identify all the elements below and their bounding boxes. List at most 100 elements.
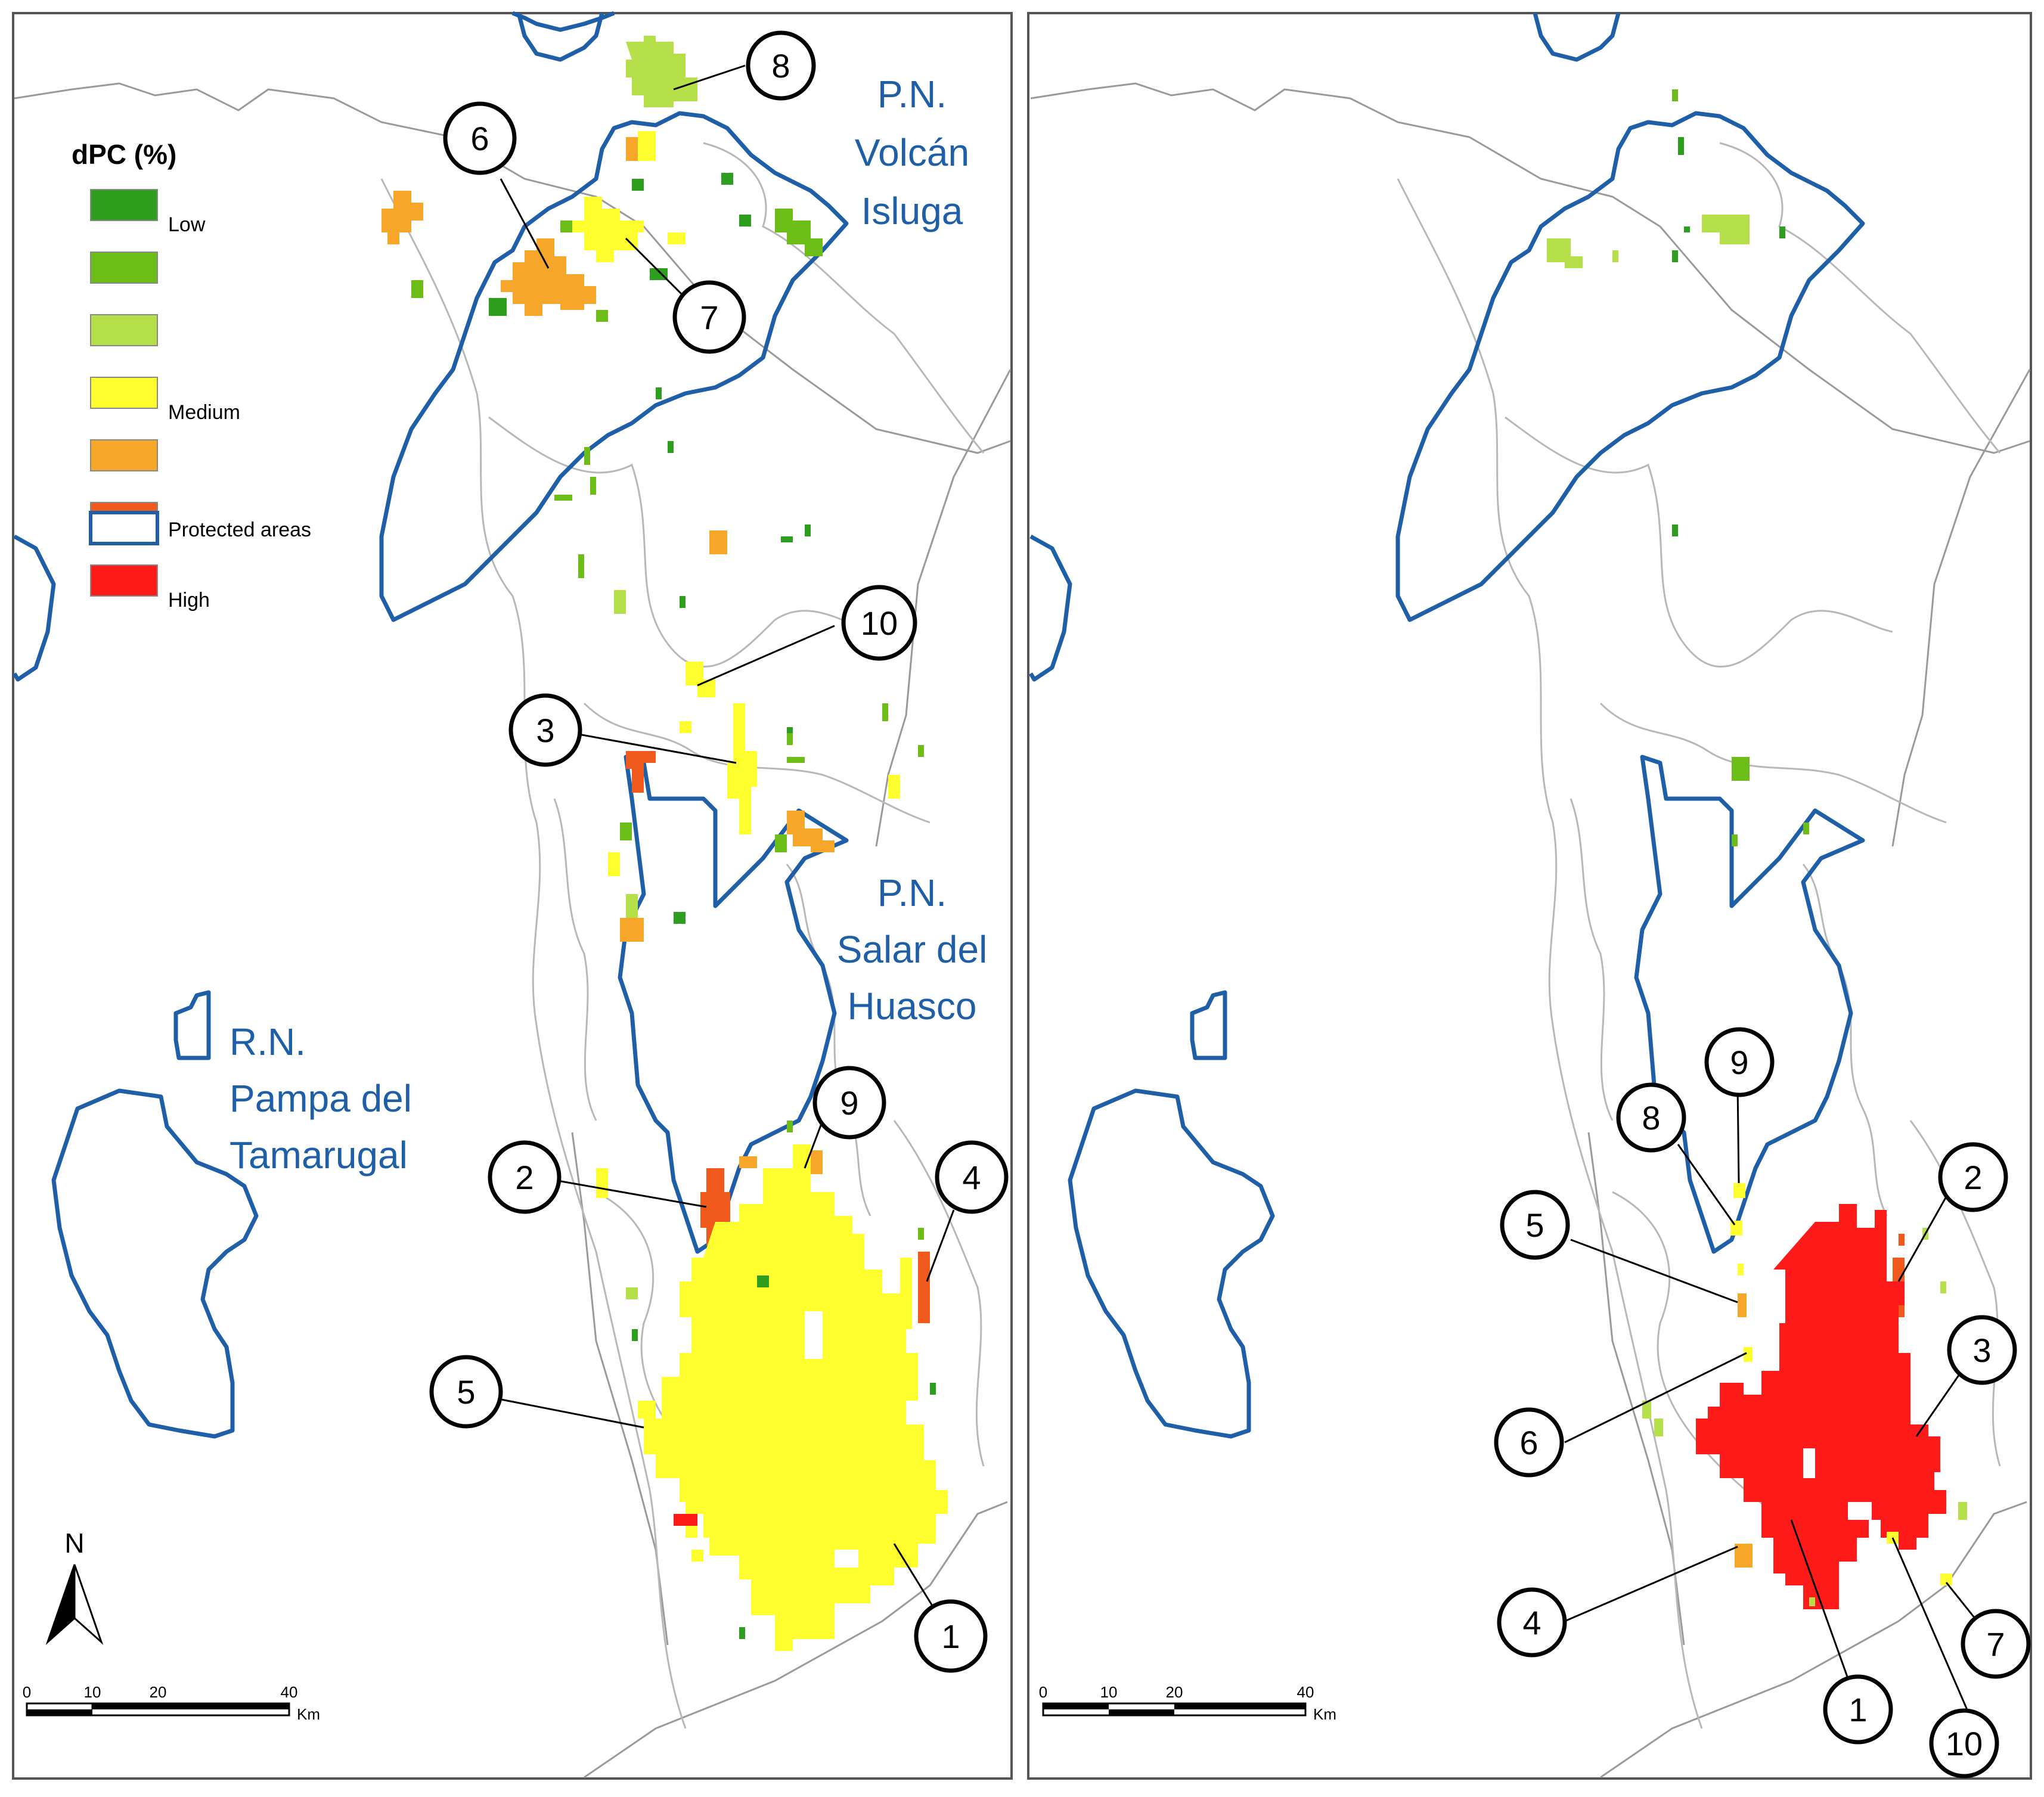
left-cell-mid-orange — [709, 530, 727, 554]
right-protected-area-west-edge — [1028, 534, 1072, 682]
right-map-panel: 9 8 5 6 4 — [1027, 12, 2032, 1780]
left-leader-3 — [572, 732, 737, 764]
left-cell-green-i — [787, 757, 805, 763]
left-callouts: 8 6 7 10 3 9 2 — [429, 30, 1009, 1673]
left-leader-8 — [673, 64, 746, 91]
right-cell-2b — [1899, 1234, 1905, 1246]
right-cell-isluga-e — [1612, 250, 1618, 262]
right-boundary-southeast — [1600, 1501, 2027, 1779]
scalebar-left-tick-10: 10 — [84, 1683, 101, 1701]
right-cell-6 — [1744, 1347, 1753, 1362]
left-cell-green-d — [560, 221, 572, 232]
left-callout-2: 2 — [488, 1140, 562, 1214]
left-callout-6: 6 — [443, 101, 517, 175]
right-cell-small-y1 — [1738, 1264, 1744, 1275]
left-cell-green-h — [596, 310, 608, 322]
left-boundary-north — [14, 82, 644, 228]
right-callout-4-label: 4 — [1522, 1604, 1541, 1641]
right-cell-isluga-h — [1672, 250, 1678, 262]
left-cell-green-v — [757, 1275, 769, 1287]
left-cell-yellow-g — [686, 1502, 703, 1514]
right-cell-green-e3 — [1958, 1502, 1967, 1520]
left-callout-6-label: 6 — [470, 120, 489, 157]
right-protected-area-isluga — [1395, 111, 1865, 622]
right-callout-8-label: 8 — [1642, 1099, 1660, 1137]
right-callout-5: 5 — [1500, 1190, 1570, 1260]
label-huasco-line1: P.N. — [877, 871, 947, 914]
label-tamarugal: R.N. Pampa del Tamarugal — [229, 1020, 412, 1177]
left-cell-huasco-orange — [787, 811, 835, 852]
right-cell-green-w2 — [1654, 1419, 1663, 1436]
left-dpc-cells — [381, 36, 948, 1651]
left-callout-10-label: 10 — [861, 604, 898, 642]
right-cell-isluga-i — [1684, 226, 1690, 232]
left-cell-green-b — [650, 268, 668, 280]
legend-swatch-label-7: High — [168, 589, 210, 612]
right-cell-isluga-a — [1702, 215, 1750, 232]
legend-title: dPC (%) — [72, 139, 176, 170]
left-cell-mid-6 — [578, 554, 584, 578]
scalebar-right-tick-10: 10 — [1100, 1683, 1118, 1701]
left-contour-west — [380, 178, 687, 1729]
north-label: N — [64, 1528, 84, 1559]
right-cell-1 — [1696, 1204, 1946, 1609]
right-cell-5 — [1738, 1293, 1747, 1317]
legend-protected-label: Protected areas — [168, 519, 311, 541]
left-callout-5: 5 — [429, 1355, 503, 1429]
left-cell-orange-b — [620, 918, 644, 942]
left-protected-area-tamarugal — [51, 1088, 259, 1439]
left-cell-green-w — [930, 1383, 936, 1395]
legend-swatch-label-4: Medium — [168, 401, 240, 424]
right-callout-2-label: 2 — [1964, 1159, 1982, 1196]
right-cell-hole-a — [1848, 1502, 1872, 1520]
left-cell-hole-a — [835, 1550, 858, 1568]
left-cell-green-n — [775, 834, 787, 852]
left-cell-cluster-2 — [700, 1168, 730, 1246]
north-arrow-right-half — [73, 1564, 104, 1645]
left-cell-huasco-red — [626, 751, 656, 793]
right-cell-huasco-c — [1803, 823, 1809, 834]
left-leader-10 — [697, 625, 835, 687]
left-cell-red-b — [674, 1514, 697, 1526]
left-leader-lines — [476, 64, 955, 1622]
right-cell-green-e2 — [1940, 1281, 1946, 1293]
left-protected-area-tamarugal-small — [173, 990, 211, 1060]
left-callout-2-label: 2 — [515, 1159, 534, 1196]
label-isluga-line3: Isluga — [861, 190, 963, 232]
left-cell-yellow-c — [680, 721, 691, 733]
right-callout-1-label: 1 — [1848, 1691, 1867, 1728]
right-cell-isluga-d — [1565, 256, 1583, 268]
left-protected-area-west-edge — [12, 534, 56, 682]
left-cell-mid-2 — [668, 441, 674, 453]
left-cell-green-g — [411, 280, 423, 298]
left-cell-cluster-3 — [727, 703, 757, 834]
scalebar-right-tick-0: 0 — [1039, 1683, 1047, 1701]
label-huasco: P.N. Salar del Huasco — [837, 871, 988, 1028]
right-protected-area-isluga-north — [1533, 13, 1621, 62]
legend-swatch-7 — [90, 564, 158, 597]
right-boundary-east2 — [1891, 369, 2031, 847]
left-cell-green-east — [775, 209, 823, 256]
left-callout-3: 3 — [508, 693, 582, 767]
right-protected-area-huasco — [1634, 755, 1865, 1254]
left-callout-4-label: 4 — [962, 1159, 981, 1196]
right-callout-8: 8 — [1616, 1082, 1686, 1153]
right-callout-7-label: 7 — [1986, 1625, 2005, 1663]
right-map-base: 9 8 5 6 4 — [1028, 13, 2031, 1779]
legend-protected-swatch — [89, 511, 159, 545]
left-cell-green-u — [632, 1329, 638, 1341]
left-cell-green-l — [918, 745, 924, 757]
right-cell-9 — [1733, 1183, 1745, 1198]
legend-swatch-3 — [90, 314, 158, 346]
right-contour-mid2 — [1599, 702, 1947, 824]
left-boundary-southeast — [584, 1501, 1008, 1779]
left-cell-yellow-i — [691, 1550, 703, 1562]
right-cell-mid-a — [1672, 524, 1678, 536]
left-cell-mid-7 — [781, 536, 793, 542]
scalebar-right-tick-40: 40 — [1297, 1683, 1314, 1701]
left-cell-mid-10 — [680, 596, 686, 608]
legend-swatch-4 — [90, 377, 158, 409]
label-tamarugal-line2: Pampa del — [229, 1077, 412, 1120]
left-callout-7: 7 — [672, 280, 746, 354]
